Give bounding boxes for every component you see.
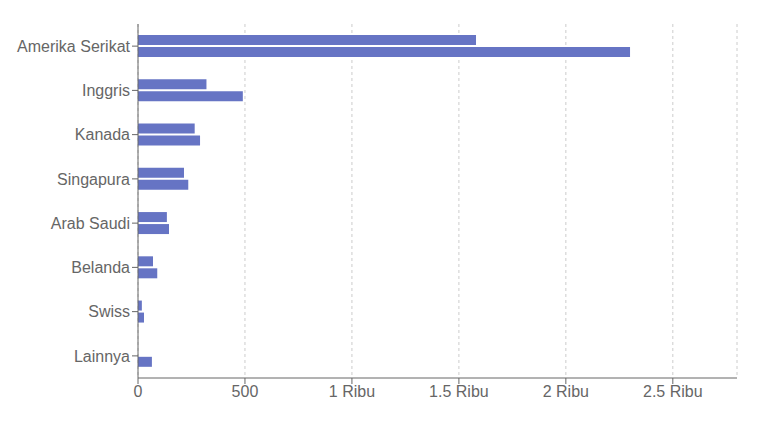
svg-text:1.5 Ribu: 1.5 Ribu [429, 383, 489, 400]
svg-text:500: 500 [232, 383, 259, 400]
svg-text:Singapura: Singapura [57, 171, 130, 188]
svg-text:Lainnya: Lainnya [74, 348, 130, 365]
svg-text:0: 0 [134, 383, 143, 400]
svg-text:Swiss: Swiss [88, 303, 130, 320]
svg-text:Inggris: Inggris [82, 82, 130, 99]
svg-text:Belanda: Belanda [71, 259, 130, 276]
svg-text:2.5 Ribu: 2.5 Ribu [643, 383, 703, 400]
svg-text:Arab Saudi: Arab Saudi [51, 215, 130, 232]
svg-text:2 Ribu: 2 Ribu [543, 383, 589, 400]
svg-text:Amerika Serikat: Amerika Serikat [17, 38, 130, 55]
svg-text:Kanada: Kanada [75, 126, 130, 143]
svg-text:1 Ribu: 1 Ribu [329, 383, 375, 400]
